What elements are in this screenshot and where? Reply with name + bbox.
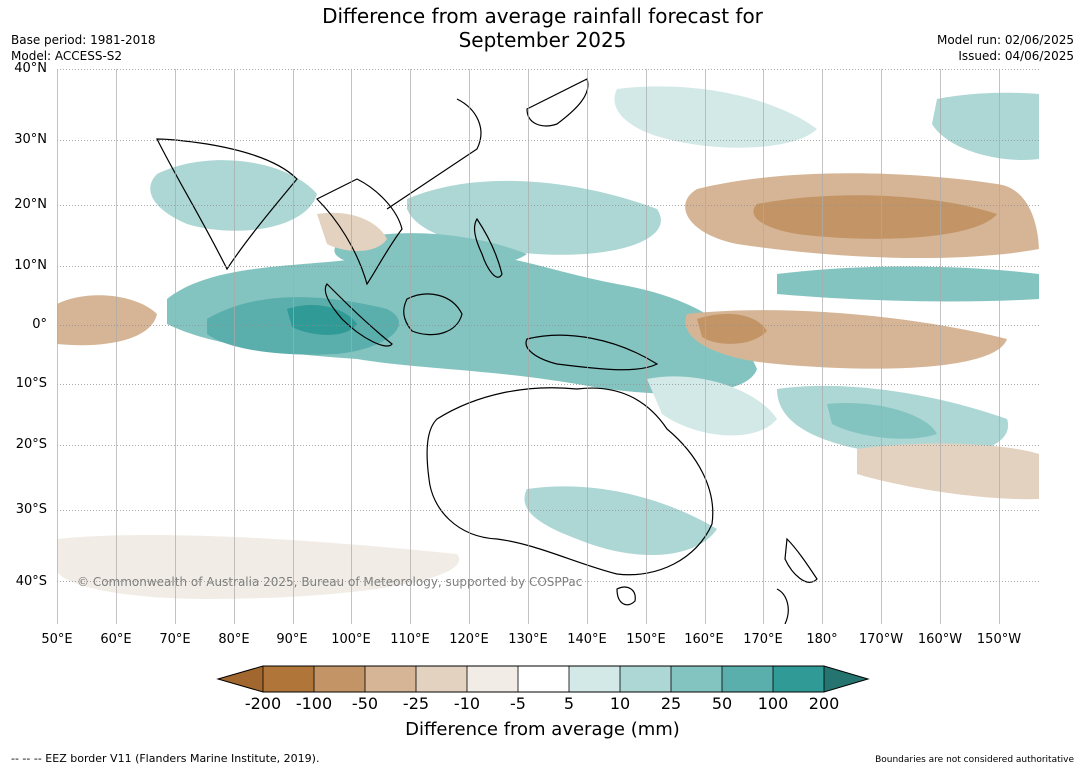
lon-tick-80e: 80°E [218,632,250,647]
legend-label: 5 [563,694,575,713]
wet-region-coral-sea [647,376,777,436]
lon-tick-130e: 130°E [508,632,548,647]
legend-label: 200 [808,694,840,713]
lat-tick-20s: 20°S [15,437,47,452]
base-period-text: Base period: 1981-2018 [11,33,156,47]
wet-region-core [287,304,357,335]
eez-footnote: -- -- -- EEZ border V11 (Flanders Marine… [11,752,320,765]
title-line-1: Difference from average rainfall forecas… [322,4,763,28]
lon-tick-150w: 150°W [976,632,1022,647]
model-run-text: Model run: 02/06/2025 [936,33,1074,47]
australia-coastline [426,387,714,576]
lat-tick-10s: 10°S [15,376,47,391]
lat-tick-20n: 20°N [14,197,47,212]
map-title: Difference from average rainfall forecas… [0,4,1085,52]
legend-label: -200 [244,694,282,713]
disclaimer-footnote: Boundaries are not considered authoritat… [875,755,1074,765]
dry-region-north-pacific-core [753,195,997,239]
wet-region-bay-of-bengal [150,160,317,231]
wet-region-central-pacific-band [777,266,1039,302]
sumatra-coastline [324,283,393,347]
legend-swatch [671,666,722,692]
borneo-coastline [403,293,463,336]
new-guinea-coastline [525,334,659,371]
dry-region-southeast-pacific [857,443,1039,500]
lat-tick-40s: 40°S [15,574,47,589]
meta-right: Model run: 02/06/2025 Issued: 04/06/2025 [937,32,1074,64]
dry-region-indochina [317,212,387,251]
meridians [57,69,1000,624]
dry-region-equatorial-pacific [685,310,1007,369]
wet-region-maritime [167,249,757,394]
legend-label: 25 [660,694,682,713]
philippines-coastline [473,217,503,278]
china-coastline [386,98,482,210]
tasmania-coastline [616,586,636,606]
wet-region-northeast [932,92,1039,160]
lon-tick-170w: 170°W [858,632,904,647]
legend-label: 50 [711,694,733,713]
legend-swatch [263,666,314,692]
dry-region-equatorial-core [697,313,767,344]
indochina-coastline [315,178,403,286]
legend-swatch-extend-high [824,666,868,692]
coastlines [156,78,818,624]
lat-tick-30s: 30°S [15,502,47,517]
legend-label: -100 [295,694,333,713]
rainfall-map [57,69,1039,624]
legend-swatch [569,666,620,692]
legend-label: -10 [453,694,481,713]
legend-title: Difference from average (mm) [405,719,680,740]
lat-tick-40n: 40°N [14,61,47,76]
lon-tick-180: 180° [806,632,838,647]
lon-tick-160e: 160°E [684,632,724,647]
legend-label: 10 [609,694,631,713]
lon-tick-120e: 120°E [449,632,489,647]
lat-tick-0: 0° [32,317,47,332]
legend-swatch [365,666,416,692]
model-text: Model: ACCESS-S2 [11,49,123,63]
lon-tick-70e: 70°E [159,632,191,647]
lon-tick-110e: 110°E [390,632,430,647]
wet-region-northwest-pacific [407,180,661,255]
legend-label: -25 [402,694,430,713]
legend-label: -50 [351,694,379,713]
lon-tick-50e: 50°E [41,632,73,647]
meta-left: Base period: 1981-2018 Model: ACCESS-S2 [11,32,156,64]
legend-swatch [773,666,824,692]
lat-tick-10n: 10°N [14,258,47,273]
wet-region-south-pacific-core [827,403,937,439]
issued-text: Issued: 04/06/2025 [958,49,1074,63]
dry-region-arabian-sea [57,295,157,346]
lon-tick-100e: 100°E [331,632,371,647]
dry-region-southwest [57,534,460,599]
legend-swatch [620,666,671,692]
lon-tick-160w: 160°W [917,632,963,647]
legend-swatch [722,666,773,692]
lon-tick-60e: 60°E [100,632,132,647]
new-zealand-coastline [776,537,818,624]
lon-tick-90e: 90°E [276,632,308,647]
wet-region-tasman [524,486,717,556]
lon-tick-150e: 150°E [626,632,666,647]
lat-tick-30n: 30°N [14,132,47,147]
india-coastline [156,138,298,271]
copyright-text: © Commonwealth of Australia 2025, Bureau… [77,575,583,589]
legend-colorbar [216,665,870,693]
lon-tick-170e: 170°E [743,632,783,647]
title-line-2: September 2025 [458,28,627,52]
lon-tick-140e: 140°E [567,632,607,647]
japan-coastline [526,78,589,127]
legend-swatch-extend-low [218,666,263,692]
rainfall-anomaly-fields [57,69,1039,624]
legend-label: -5 [510,694,526,713]
wet-region-north-pacific [614,86,817,148]
legend-swatch [518,666,569,692]
legend-swatch [314,666,365,692]
legend-swatch [416,666,467,692]
legend-label: 100 [757,694,789,713]
legend-swatch [467,666,518,692]
